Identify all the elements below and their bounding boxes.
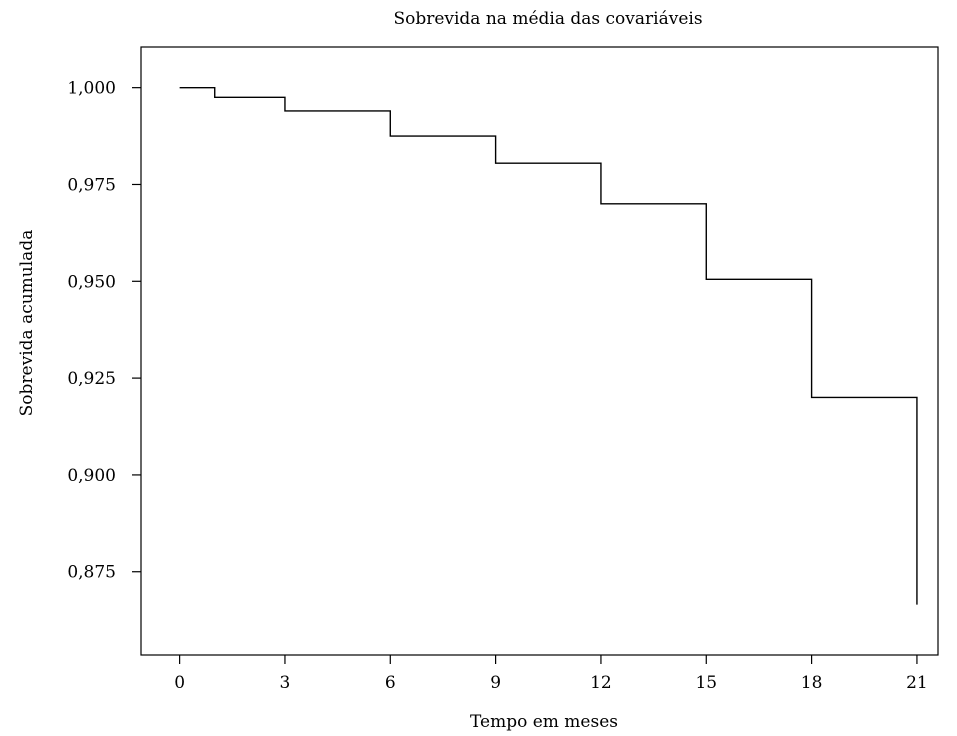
y-tick-label: 0,900 — [67, 466, 116, 486]
y-tick-label: 0,925 — [67, 369, 116, 389]
x-tick-label: 9 — [490, 673, 501, 693]
y-tick-label: 0,975 — [67, 175, 116, 195]
y-tick-label: 0,875 — [67, 563, 116, 583]
x-tick-label: 3 — [280, 673, 291, 693]
x-axis: 0 3 6 9 12 15 18 21 — [174, 655, 928, 693]
survival-step-line — [179, 86, 918, 605]
chart-title: Sobrevida na média das covariáveis — [393, 9, 702, 29]
x-axis-label: Tempo em meses — [470, 712, 618, 732]
y-tick-label: 1,000 — [67, 79, 116, 99]
x-tick-label: 15 — [695, 673, 717, 693]
x-tick-label: 12 — [590, 673, 612, 693]
x-tick-label: 18 — [801, 673, 823, 693]
y-axis-label: Sobrevida acumulada — [17, 230, 37, 417]
x-tick-label: 6 — [385, 673, 396, 693]
y-tick-label: 0,950 — [67, 272, 116, 292]
x-tick-label: 21 — [906, 673, 928, 693]
x-tick-label: 0 — [174, 673, 185, 693]
plot-area-frame — [140, 46, 939, 656]
y-axis: 1,000 0,975 0,950 0,925 0,900 0,875 — [67, 79, 141, 583]
